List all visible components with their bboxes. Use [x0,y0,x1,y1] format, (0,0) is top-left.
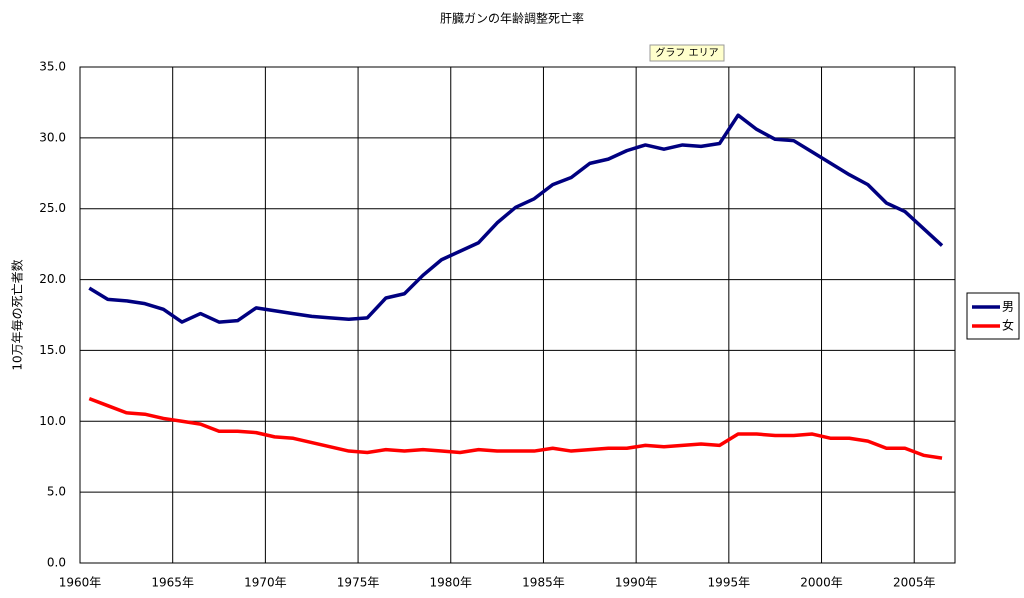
y-tick-label: 5.0 [47,485,66,499]
y-tick-label: 15.0 [39,343,66,357]
y-tick-label: 10.0 [39,414,66,428]
y-tick-label: 35.0 [39,60,66,74]
x-tick-label: 1985年 [522,576,565,590]
x-tick-label: 1995年 [708,576,751,590]
tooltip: グラフ エリア [655,46,718,59]
y-tick-label: 0.0 [47,556,66,570]
x-tick-label: 1965年 [151,576,194,590]
x-tick-label: 2005年 [893,576,936,590]
plot-area [79,66,956,564]
x-tick-label: 1975年 [337,576,380,590]
legend-label: 女 [1002,318,1014,333]
x-tick-label: 1990年 [615,576,658,590]
x-tick-label: 1960年 [59,576,102,590]
chart-title: 肝臓ガンの年齢調整死亡率 [440,11,584,26]
y-tick-label: 30.0 [39,130,66,144]
tooltip-box [649,44,725,62]
x-tick-label: 2000年 [800,576,843,590]
line [88,113,944,324]
y-axis-label: 10万年毎の死亡者数 [10,259,25,370]
x-tick-label: 1980年 [429,576,472,590]
legend-label: 男 [1002,300,1014,314]
line [88,396,943,460]
y-tick-label: 20.0 [39,272,66,286]
y-tick-label: 25.0 [39,201,66,215]
x-tick-label: 1970年 [244,576,287,590]
legend [966,292,1020,340]
